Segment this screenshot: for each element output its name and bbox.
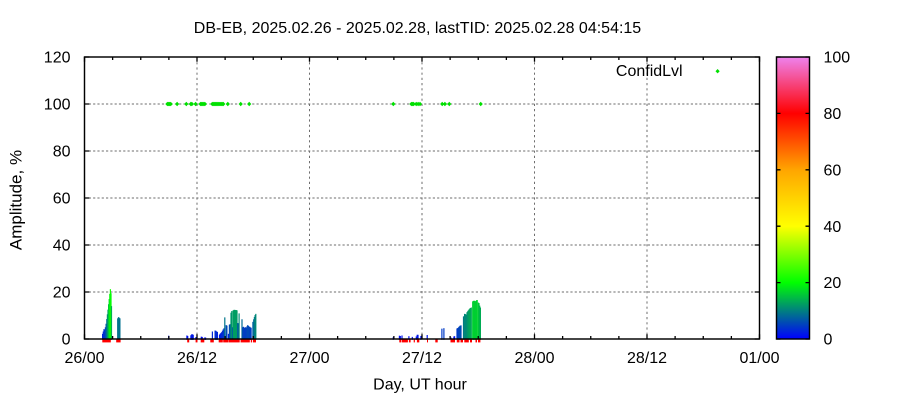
svg-text:120: 120 [44,50,71,67]
svg-text:0: 0 [62,332,71,349]
svg-text:20: 20 [824,275,842,292]
svg-text:27/00: 27/00 [289,350,329,367]
svg-text:80: 80 [824,106,842,123]
svg-text:DB-EB, 2025.02.26 - 2025.02.28: DB-EB, 2025.02.26 - 2025.02.28, lastTID:… [194,20,642,37]
svg-text:60: 60 [824,162,842,179]
svg-text:26/12: 26/12 [177,350,217,367]
svg-text:40: 40 [53,238,71,255]
svg-text:27/12: 27/12 [402,350,442,367]
svg-text:80: 80 [53,144,71,161]
svg-text:28/00: 28/00 [514,350,554,367]
svg-text:100: 100 [44,97,71,114]
svg-text:40: 40 [824,219,842,236]
svg-text:60: 60 [53,191,71,208]
svg-text:Amplitude, %: Amplitude, % [7,150,26,250]
svg-text:01/00: 01/00 [739,350,779,367]
svg-text:28/12: 28/12 [627,350,667,367]
svg-text:26/00: 26/00 [64,350,104,367]
svg-text:ConfidLvl: ConfidLvl [616,63,683,80]
svg-text:100: 100 [824,50,851,67]
svg-text:0: 0 [824,332,833,349]
svg-text:20: 20 [53,285,71,302]
svg-text:Day, UT hour: Day, UT hour [373,377,467,394]
